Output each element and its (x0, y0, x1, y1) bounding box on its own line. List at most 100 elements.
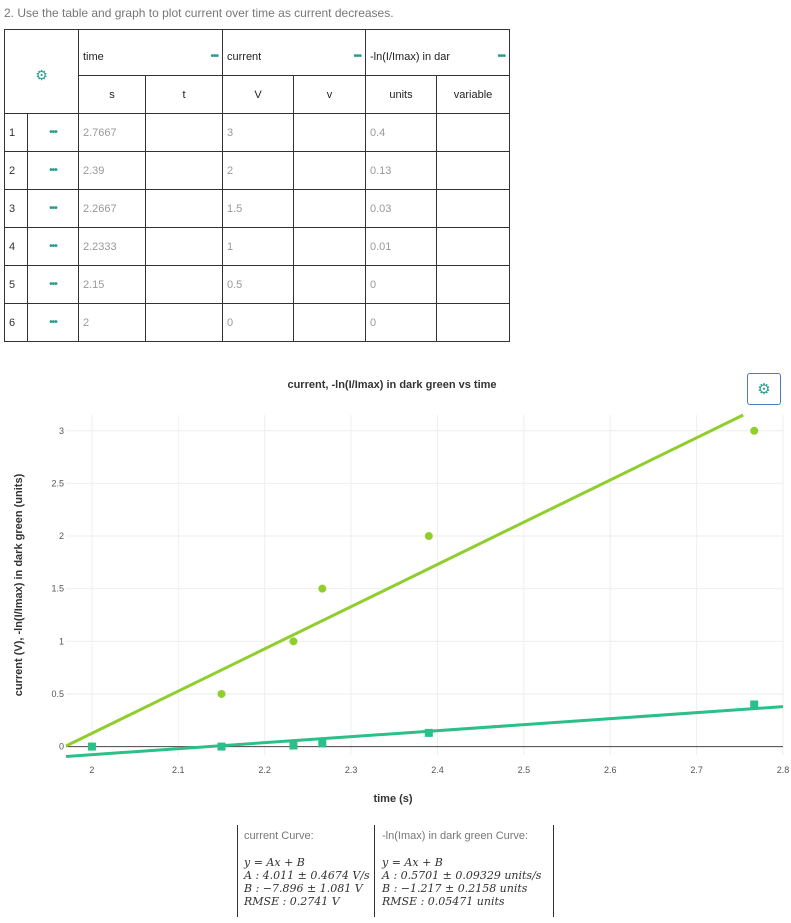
cell-ln[interactable]: 0 (365, 265, 437, 304)
cell-time-empty[interactable] (145, 227, 223, 266)
x-tick-label: 2.1 (172, 765, 185, 775)
data-point-circle (318, 584, 327, 593)
fit-equation-current: y = Ax + B (244, 856, 305, 869)
column-name-ln[interactable]: -ln(I/Imax) in dar (370, 50, 451, 63)
fit-a-ln: A : 0.5701 ± 0.09329 units/s (382, 869, 542, 882)
y-tick-label: 2.5 (51, 478, 64, 488)
row-number: 1 (4, 113, 28, 152)
cell-current-empty[interactable] (293, 189, 366, 228)
fit-line-series-1 (65, 705, 784, 758)
cell-current-empty[interactable] (293, 151, 366, 190)
column-header-current[interactable]: current ••• (222, 29, 366, 76)
cell-ln[interactable]: 0.13 (365, 151, 437, 190)
fit-title-current: current Curve: (244, 830, 314, 842)
cell-ln[interactable]: 0.4 (365, 113, 437, 152)
cell-current[interactable]: 2 (222, 151, 294, 190)
table-settings-cell[interactable]: ⚙ (4, 29, 79, 114)
cell-ln[interactable]: 0.03 (365, 189, 437, 228)
cell-time[interactable]: 2.2667 (78, 189, 146, 228)
data-point-circle (289, 637, 298, 646)
row-menu[interactable]: ••• (27, 303, 79, 342)
instructions-text: 2. Use the table and graph to plot curre… (4, 6, 394, 20)
cell-ln-empty[interactable] (436, 265, 510, 304)
x-tick-label: 2.8 (777, 765, 790, 775)
x-tick-label: 2.7 (690, 765, 703, 775)
row-menu[interactable]: ••• (27, 189, 79, 228)
row-menu[interactable]: ••• (27, 265, 79, 304)
units-time[interactable]: s (78, 75, 146, 114)
chart-settings-button[interactable]: ⚙ (747, 373, 781, 405)
fit-b-ln: B : −1.217 ± 0.2158 units (382, 882, 528, 895)
cell-time[interactable]: 2.7667 (78, 113, 146, 152)
variable-ln[interactable]: variable (436, 75, 510, 114)
column-name-time[interactable]: time (83, 50, 104, 63)
variable-time[interactable]: t (145, 75, 223, 114)
data-point-circle (750, 426, 759, 435)
table-row: 2 ••• 2.39 2 0.13 (4, 151, 510, 190)
variable-current[interactable]: v (293, 75, 366, 114)
cell-ln-empty[interactable] (436, 151, 510, 190)
units-ln[interactable]: units (365, 75, 437, 114)
row-menu[interactable]: ••• (27, 227, 79, 266)
cell-ln-empty[interactable] (436, 189, 510, 228)
cell-ln[interactable]: 0.01 (365, 227, 437, 266)
cell-time-empty[interactable] (145, 113, 223, 152)
cell-time[interactable]: 2.39 (78, 151, 146, 190)
row-menu[interactable]: ••• (27, 113, 79, 152)
cell-current-empty[interactable] (293, 303, 366, 342)
data-table: ⚙ time ••• current ••• -ln(I/Imax) in da… (4, 29, 510, 342)
table-row: 1 ••• 2.7667 3 0.4 (4, 113, 510, 152)
table-row: 4 ••• 2.2333 1 0.01 (4, 227, 510, 266)
cell-current-empty[interactable] (293, 113, 366, 152)
column-menu-current[interactable]: ••• (353, 50, 361, 62)
cell-current[interactable]: 1 (222, 227, 294, 266)
fit-line-series-0 (65, 413, 744, 748)
table-row: 5 ••• 2.15 0.5 0 (4, 265, 510, 304)
row-menu[interactable]: ••• (27, 151, 79, 190)
table-row: 3 ••• 2.2667 1.5 0.03 (4, 189, 510, 228)
fit-rmse-current: RMSE : 0.2741 V (244, 895, 340, 908)
units-current[interactable]: V (222, 75, 294, 114)
column-menu-ln[interactable]: ••• (497, 50, 505, 62)
row-number: 4 (4, 227, 28, 266)
scatter-chart[interactable]: 2 2.1 2.2 2.3 2.4 2.5 2.6 2.7 2.8 0 0.5 1 1.5 2 2.5 3 cu… (0, 370, 791, 815)
fit-equation-ln: y = Ax + B (382, 856, 443, 869)
cell-current[interactable]: 0.5 (222, 265, 294, 304)
cell-time[interactable]: 2.2333 (78, 227, 146, 266)
cell-ln-empty[interactable] (436, 227, 510, 266)
row-number: 3 (4, 189, 28, 228)
data-point-square (318, 739, 327, 748)
data-point-square (87, 742, 96, 751)
y-tick-label: 2 (59, 531, 64, 541)
row-number: 5 (4, 265, 28, 304)
column-header-ln[interactable]: -ln(I/Imax) in dar ••• (365, 29, 510, 76)
cell-time-empty[interactable] (145, 151, 223, 190)
column-menu-time[interactable]: ••• (210, 50, 218, 62)
cell-current-empty[interactable] (293, 265, 366, 304)
data-point-square (424, 728, 433, 737)
chart-title: current, -ln(I/Imax) in dark green vs ti… (287, 379, 496, 391)
x-tick-label: 2.5 (518, 765, 531, 775)
y-tick-label: 1.5 (51, 584, 64, 594)
cell-current[interactable]: 1.5 (222, 189, 294, 228)
gear-icon[interactable]: ⚙ (35, 67, 48, 83)
fit-box-ln: -ln(Imax) in dark green Curve: y = Ax + … (376, 825, 554, 917)
cell-time-empty[interactable] (145, 189, 223, 228)
data-point-square (750, 700, 759, 709)
y-axis-label: current (V), -ln(I/Imax) in dark green (… (13, 473, 25, 696)
cell-current-empty[interactable] (293, 227, 366, 266)
column-name-current[interactable]: current (227, 50, 262, 63)
y-tick-label: 0.5 (51, 689, 64, 699)
cell-ln-empty[interactable] (436, 113, 510, 152)
data-point-circle (424, 532, 433, 541)
cell-time-empty[interactable] (145, 265, 223, 304)
cell-time-empty[interactable] (145, 303, 223, 342)
cell-current[interactable]: 3 (222, 113, 294, 152)
cell-ln-empty[interactable] (436, 303, 510, 342)
row-number: 2 (4, 151, 28, 190)
cell-time[interactable]: 2.15 (78, 265, 146, 304)
cell-current[interactable]: 0 (222, 303, 294, 342)
cell-time[interactable]: 2 (78, 303, 146, 342)
column-header-time[interactable]: time ••• (78, 29, 223, 76)
cell-ln[interactable]: 0 (365, 303, 437, 342)
